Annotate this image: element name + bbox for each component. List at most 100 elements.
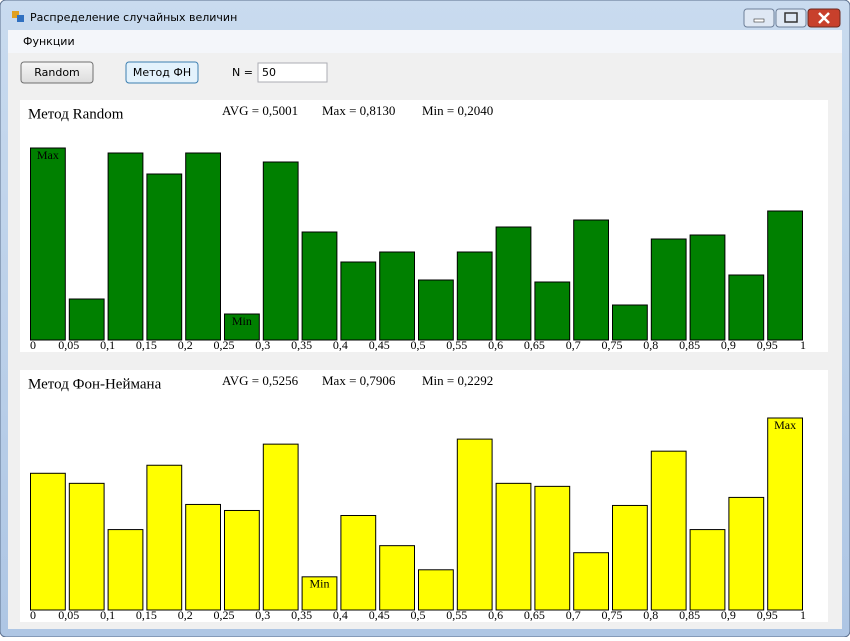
x-tick-label: 0,7 — [566, 608, 581, 622]
extreme-label: Min — [309, 577, 329, 591]
x-tick-label: 0,3 — [255, 338, 270, 352]
x-tick-label: 0,5 — [411, 608, 426, 622]
bar — [728, 274, 765, 341]
bar — [418, 569, 454, 611]
minimize-icon — [753, 18, 765, 23]
x-tick-label: 0,8 — [643, 338, 658, 352]
x-tick-label: 0,5 — [411, 338, 426, 352]
bar — [224, 509, 260, 611]
x-tick-label: 0,05 — [58, 338, 79, 352]
bar — [612, 304, 648, 341]
bar — [456, 438, 493, 611]
x-tick-label: 0,05 — [58, 608, 79, 622]
x-tick-label: 0,75 — [602, 338, 623, 352]
x-tick-label: 0,1 — [100, 338, 115, 352]
menu-bar — [8, 30, 842, 53]
bar — [418, 279, 454, 341]
x-tick-label: 0,9 — [721, 338, 736, 352]
bar — [379, 545, 416, 611]
button-label[interactable]: Метод ФН — [133, 66, 191, 79]
button[interactable] — [20, 61, 94, 84]
bar — [68, 482, 105, 611]
extreme-label: Min — [232, 314, 252, 328]
button-label[interactable]: Random — [34, 66, 80, 79]
bar — [650, 450, 687, 611]
x-tick-label: 0,1 — [100, 608, 115, 622]
x-tick-label: 0,75 — [602, 608, 623, 622]
bar — [30, 472, 66, 611]
bar — [107, 529, 144, 611]
bar — [107, 152, 144, 341]
x-tick-label: 0,85 — [679, 338, 700, 352]
x-tick-label: 0,55 — [446, 608, 467, 622]
bar — [534, 281, 571, 341]
bar — [301, 231, 338, 341]
extreme-label: Max — [774, 418, 796, 432]
bar — [689, 234, 726, 341]
menu-item[interactable]: Функции — [23, 35, 75, 48]
x-tick-label: 0,2 — [178, 608, 193, 622]
bar — [262, 161, 299, 341]
bar — [612, 504, 648, 611]
bar — [767, 417, 804, 611]
bar — [262, 443, 299, 611]
window-title: Распределение случайных величин — [30, 11, 237, 24]
bar — [185, 152, 221, 341]
bar — [340, 515, 377, 611]
x-tick-label: 1 — [800, 608, 806, 622]
x-tick-label: 0,35 — [291, 338, 312, 352]
x-tick-label: 0,6 — [488, 338, 503, 352]
chart-title: Метод Random — [28, 106, 124, 122]
minimize-button[interactable] — [743, 8, 775, 28]
maximize-icon — [784, 12, 798, 23]
close-icon — [818, 12, 830, 24]
x-tick-label: 0,95 — [757, 608, 778, 622]
bar — [728, 496, 765, 611]
x-tick-label: 0,45 — [369, 338, 390, 352]
app-icon — [12, 11, 19, 18]
bar — [689, 529, 726, 611]
button[interactable] — [125, 61, 199, 84]
n-label: N = — [232, 66, 253, 79]
app-icon — [17, 15, 24, 22]
x-tick-label: 0,95 — [757, 338, 778, 352]
bar — [456, 251, 493, 341]
x-tick-label: 0,9 — [721, 608, 736, 622]
stat-label: AVG = 0,5001 — [222, 103, 298, 118]
x-tick-label: 0 — [30, 608, 36, 622]
x-tick-label: 0,25 — [214, 608, 235, 622]
x-tick-label: 0,85 — [679, 608, 700, 622]
bar — [224, 313, 260, 341]
bar — [68, 298, 105, 341]
x-tick-label: 0,3 — [255, 608, 270, 622]
stat-label: Max = 0,7906 — [322, 373, 396, 388]
bar — [301, 576, 338, 611]
x-tick-label: 0,15 — [136, 338, 157, 352]
n-input[interactable] — [257, 62, 328, 83]
n-input-value[interactable]: 50 — [262, 66, 276, 79]
x-tick-label: 0,6 — [488, 608, 503, 622]
x-tick-label: 0,4 — [333, 338, 348, 352]
x-tick-label: 0,7 — [566, 338, 581, 352]
bar — [573, 219, 610, 341]
stat-label: AVG = 0,5256 — [222, 373, 299, 388]
x-tick-label: 0 — [30, 338, 36, 352]
bar — [340, 261, 377, 341]
x-tick-label: 0,45 — [369, 608, 390, 622]
x-tick-label: 0,15 — [136, 608, 157, 622]
bar — [495, 226, 532, 341]
stat-label: Min = 0,2292 — [422, 373, 493, 388]
bar — [534, 485, 571, 611]
extreme-label: Max — [37, 148, 59, 162]
x-tick-label: 0,2 — [178, 338, 193, 352]
x-tick-label: 0,8 — [643, 608, 658, 622]
bar — [146, 173, 183, 341]
bar — [146, 464, 183, 611]
bar — [185, 503, 221, 611]
x-tick-label: 0,65 — [524, 338, 545, 352]
bar — [495, 482, 532, 611]
x-tick-label: 0,55 — [446, 338, 467, 352]
maximize-button[interactable] — [775, 8, 807, 28]
stat-label: Min = 0,2040 — [422, 103, 493, 118]
